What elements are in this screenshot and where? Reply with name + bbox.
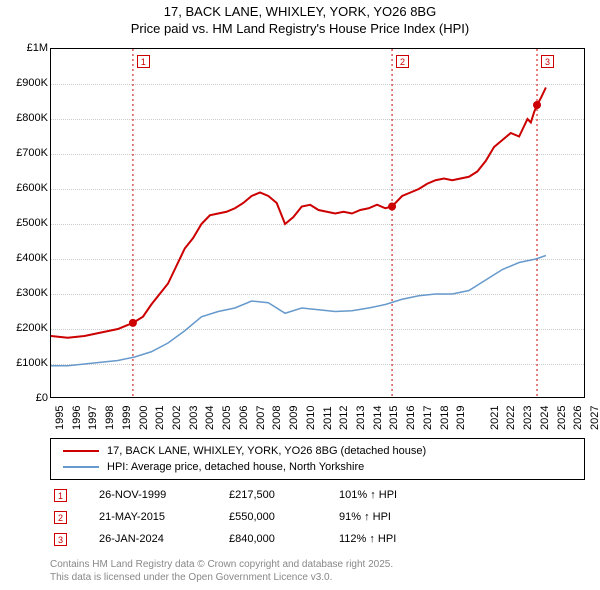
x-tick-label: 2006 (238, 406, 250, 430)
x-tick-label: 2012 (338, 406, 350, 430)
x-tick-label: 2023 (522, 406, 534, 430)
event-row: 1 26-NOV-1999£217,500101% ↑ HPI (50, 484, 585, 506)
x-tick-label: 2009 (288, 406, 300, 430)
x-tick-label: 2026 (572, 406, 584, 430)
x-tick-label: 2001 (154, 406, 166, 430)
x-tick-label: 2024 (539, 406, 551, 430)
y-tick-label: £800K (2, 112, 48, 124)
x-tick-label: 2004 (204, 406, 216, 430)
event-marker-box: 1 (137, 55, 150, 68)
legend-item: 17, BACK LANE, WHIXLEY, YORK, YO26 8BG (… (51, 443, 584, 459)
event-table: 1 26-NOV-1999£217,500101% ↑ HPI 2 21-MAY-20… (50, 484, 585, 550)
footnote-line2: This data is licensed under the Open Gov… (50, 572, 332, 583)
y-tick-label: £1M (2, 42, 48, 54)
x-tick-label: 1997 (87, 406, 99, 430)
x-tick-label: 2010 (305, 406, 317, 430)
event-date: 21-MAY-2015 (99, 511, 229, 523)
x-tick-label: 1996 (71, 406, 83, 430)
event-price: £550,000 (229, 511, 339, 523)
x-tick-label: 2021 (489, 406, 501, 430)
event-pct: 112% ↑ HPI (339, 533, 449, 545)
y-tick-label: £500K (2, 217, 48, 229)
x-tick-label: 1999 (121, 406, 133, 430)
x-tick-label: 2008 (271, 406, 283, 430)
series-hpi (51, 256, 546, 366)
x-tick-label: 2018 (439, 406, 451, 430)
x-tick-label: 2003 (188, 406, 200, 430)
x-tick-label: 2015 (388, 406, 400, 430)
series-marker (129, 319, 137, 327)
x-tick-label: 1995 (54, 406, 66, 430)
chart-container: 17, BACK LANE, WHIXLEY, YORK, YO26 8BG P… (0, 0, 600, 590)
title-line2: Price paid vs. HM Land Registry's House … (131, 21, 469, 36)
x-tick-label: 1998 (104, 406, 116, 430)
y-tick-label: £900K (2, 77, 48, 89)
event-row: 3 26-JAN-2024£840,000112% ↑ HPI (50, 528, 585, 550)
legend-swatch (63, 450, 99, 452)
x-tick-label: 2014 (372, 406, 384, 430)
footnote: Contains HM Land Registry data © Crown c… (50, 559, 393, 584)
event-price: £217,500 (229, 489, 339, 501)
x-tick-label: 2017 (422, 406, 434, 430)
footnote-line1: Contains HM Land Registry data © Crown c… (50, 559, 393, 570)
chart-legend: 17, BACK LANE, WHIXLEY, YORK, YO26 8BG (… (50, 438, 585, 480)
chart-title: 17, BACK LANE, WHIXLEY, YORK, YO26 8BG P… (0, 0, 600, 38)
series-marker (388, 203, 396, 211)
x-tick-label: 2011 (322, 406, 334, 430)
legend-label: 17, BACK LANE, WHIXLEY, YORK, YO26 8BG (… (107, 445, 426, 457)
y-tick-label: £100K (2, 357, 48, 369)
event-number: 1 (54, 489, 67, 502)
event-pct: 101% ↑ HPI (339, 489, 449, 501)
title-line1: 17, BACK LANE, WHIXLEY, YORK, YO26 8BG (164, 4, 436, 19)
event-row: 2 21-MAY-2015£550,00091% ↑ HPI (50, 506, 585, 528)
event-marker-box: 2 (396, 55, 409, 68)
x-tick-label: 2019 (455, 406, 467, 430)
x-tick-label: 2002 (171, 406, 183, 430)
y-tick-label: £200K (2, 322, 48, 334)
x-tick-label: 2000 (138, 406, 150, 430)
x-tick-label: 2016 (405, 406, 417, 430)
series-marker (533, 101, 541, 109)
event-pct: 91% ↑ HPI (339, 511, 449, 523)
legend-swatch (63, 466, 99, 468)
event-date: 26-JAN-2024 (99, 533, 229, 545)
x-tick-label: 2022 (505, 406, 517, 430)
event-date: 26-NOV-1999 (99, 489, 229, 501)
x-tick-label: 2025 (556, 406, 568, 430)
series-property (51, 88, 546, 338)
chart-plot-area: 1 2 3 (50, 48, 585, 398)
event-marker-box: 3 (541, 55, 554, 68)
y-tick-label: £0 (2, 392, 48, 404)
x-tick-label: 2007 (255, 406, 267, 430)
y-tick-label: £300K (2, 287, 48, 299)
event-number: 2 (54, 511, 67, 524)
legend-item: HPI: Average price, detached house, Nort… (51, 459, 584, 475)
y-tick-label: £600K (2, 182, 48, 194)
x-tick-label: 2005 (221, 406, 233, 430)
x-tick-label: 2013 (355, 406, 367, 430)
legend-label: HPI: Average price, detached house, Nort… (107, 461, 364, 473)
y-tick-label: £700K (2, 147, 48, 159)
y-tick-label: £400K (2, 252, 48, 264)
chart-svg (51, 49, 586, 399)
event-number: 3 (54, 533, 67, 546)
x-tick-label: 2027 (589, 406, 600, 430)
event-price: £840,000 (229, 533, 339, 545)
